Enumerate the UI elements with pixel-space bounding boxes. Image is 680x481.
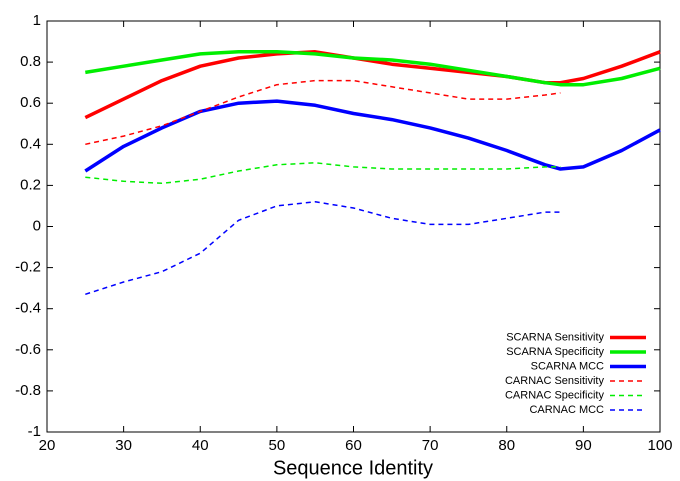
x-tick-label: 30 <box>115 437 132 454</box>
x-tick-label: 20 <box>39 437 56 454</box>
series-line <box>84 50 661 120</box>
legend-label: CARNAC MCC <box>529 404 604 416</box>
y-tick-label: 0 <box>33 217 41 234</box>
series-line <box>85 162 561 185</box>
y-tick-label: -0.4 <box>15 300 41 317</box>
legend-label: SCARNA MCC <box>531 360 604 372</box>
series-line <box>85 50 661 87</box>
x-axis-label: Sequence Identity <box>273 457 433 479</box>
legend-label: SCARNA Sensitivity <box>506 331 604 343</box>
x-tick-label: 70 <box>422 437 439 454</box>
y-tick-label: 0.8 <box>20 53 41 70</box>
y-tick-label: -0.8 <box>15 382 41 399</box>
x-tick-label: 80 <box>498 437 515 454</box>
x-tick-label: 60 <box>345 437 362 454</box>
legend-label: SCARNA Specificity <box>506 346 604 358</box>
y-tick-label: -0.2 <box>15 259 41 276</box>
series-line <box>85 201 561 296</box>
series-line <box>84 99 661 173</box>
x-tick-label: 100 <box>647 437 672 454</box>
y-tick-label: 0.4 <box>20 135 41 152</box>
x-tick-label: 40 <box>192 437 209 454</box>
legend-label: CARNAC Specificity <box>505 389 605 401</box>
y-tick-label: 1 <box>33 12 41 29</box>
y-tick-label: -1 <box>28 423 41 440</box>
x-tick-label: 50 <box>269 437 286 454</box>
x-tick-label: 90 <box>575 437 592 454</box>
y-tick-label: -0.6 <box>15 341 41 358</box>
y-tick-label: 0.2 <box>20 176 41 193</box>
y-tick-label: 0.6 <box>20 94 41 111</box>
series-line <box>85 79 561 146</box>
legend-label: CARNAC Sensitivity <box>505 375 605 387</box>
